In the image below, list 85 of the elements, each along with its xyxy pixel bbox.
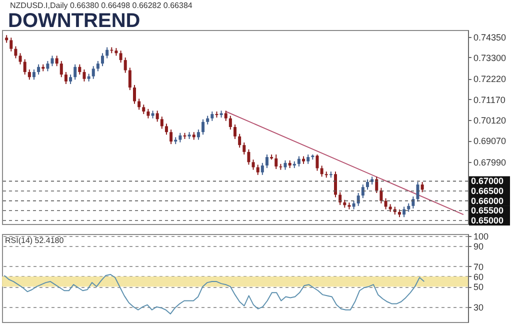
candlestick <box>320 165 324 178</box>
candlestick <box>306 154 310 164</box>
candlestick <box>32 68 36 80</box>
chart-subtitle: NZDUSD.I,Daily 0.66380 0.66498 0.66282 0.66384 <box>10 1 192 10</box>
candlestick <box>37 64 40 76</box>
candlestick <box>92 66 95 80</box>
candlestick <box>101 52 104 67</box>
y-tick-label: 50 <box>474 282 484 292</box>
candlestick <box>146 108 150 119</box>
candlestick <box>128 67 132 91</box>
candlestick <box>375 176 378 194</box>
candlestick <box>23 58 26 76</box>
candlestick <box>366 178 369 190</box>
line-series <box>4 274 425 314</box>
candlestick <box>252 159 255 170</box>
candlestick <box>260 162 264 176</box>
chart-title: DOWNTREND <box>8 10 140 33</box>
candlestick <box>156 110 159 122</box>
candlestick <box>60 60 63 78</box>
candlestick <box>274 154 278 170</box>
candlestick <box>210 110 214 122</box>
candlestick <box>55 55 58 67</box>
candlestick <box>420 181 424 193</box>
ref-line-label: 0.65000 <box>471 215 504 226</box>
candlestick <box>132 84 136 104</box>
candlestick <box>18 52 22 65</box>
candlestick <box>46 60 50 72</box>
candlestick <box>297 156 300 167</box>
ref-line-label: 0.67000 <box>471 176 504 186</box>
y-tick-label: 0.73300 <box>474 52 506 63</box>
candlestick <box>284 160 287 170</box>
candlestick <box>265 154 268 169</box>
candlestick <box>96 60 100 72</box>
candlestick <box>334 171 338 198</box>
candlestick <box>178 132 182 143</box>
candlestick <box>338 192 342 206</box>
candlestick <box>14 46 18 59</box>
candlestick <box>256 164 260 176</box>
ref-line-label: 0.65500 <box>471 206 504 216</box>
candlestick <box>416 181 420 202</box>
y-tick-label: 0.72220 <box>474 74 506 84</box>
candlestick <box>224 110 228 122</box>
ref-line-label: 0.66000 <box>471 196 504 206</box>
candlestick <box>74 64 77 80</box>
candlestick <box>412 196 415 209</box>
y-tick-label: 100 <box>474 232 489 242</box>
y-tick-label: 0.70120 <box>474 115 506 126</box>
candlestick <box>384 198 388 210</box>
candlestick <box>10 37 13 52</box>
candlestick <box>170 129 173 145</box>
candlestick <box>78 64 82 76</box>
candlestick <box>234 124 236 140</box>
candlestick <box>164 123 168 136</box>
y-tick-label: 60 <box>474 272 484 282</box>
candlestick <box>119 50 122 64</box>
candlestick <box>69 74 72 84</box>
y-tick-label: 30 <box>474 302 484 312</box>
candlestick <box>106 46 109 59</box>
candlestick <box>82 68 86 82</box>
candlestick <box>228 115 232 130</box>
y-tick-label: 0.69070 <box>474 136 506 146</box>
candlestick <box>142 104 146 115</box>
candlestick <box>316 154 319 172</box>
y-tick-label: 0.71170 <box>474 94 506 105</box>
chart-title: RSI(14) 52.4180 <box>5 236 64 245</box>
ref-line-label: 0.66500 <box>471 186 504 196</box>
candlestick <box>361 184 364 199</box>
candlestick <box>238 133 242 148</box>
candlestick <box>202 118 205 136</box>
candlestick <box>380 187 383 204</box>
y-tick-label: 0.74350 <box>474 32 506 42</box>
candlestick <box>160 116 164 130</box>
y-tick-label: 70 <box>474 262 484 272</box>
candlestick <box>247 148 250 166</box>
candlestick <box>124 56 127 74</box>
candlestick <box>402 206 406 218</box>
candlestick <box>64 72 68 84</box>
candlestick <box>138 98 141 110</box>
candlestick <box>196 129 200 140</box>
candlestick <box>50 55 54 67</box>
candlestick <box>356 192 360 206</box>
candlestick <box>28 68 31 80</box>
y-tick-label: 0.67990 <box>474 157 506 168</box>
candlestick <box>242 142 246 155</box>
y-tick-label: 90 <box>474 242 484 252</box>
